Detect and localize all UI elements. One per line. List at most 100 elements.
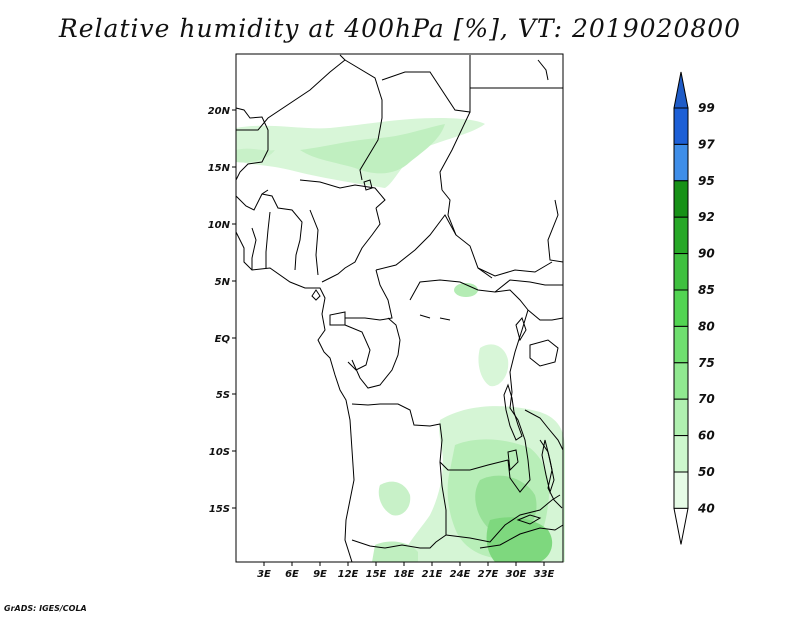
colorbar-label: 99 <box>698 101 715 115</box>
border-south-sudan <box>494 279 563 293</box>
humidity-area-east-lakes <box>478 344 509 387</box>
humidity-area-central <box>454 283 478 297</box>
lake-victoria <box>529 339 559 367</box>
credit-label: GrADS: IGES/COLA <box>4 604 87 613</box>
colorbar-label: 75 <box>698 356 715 370</box>
colorbar-label: 92 <box>698 210 715 224</box>
colorbar-label: 90 <box>698 247 715 261</box>
colorbar-cap-bottom <box>673 507 689 545</box>
chart-title: Relative humidity at 400hPa [%], VT: 201… <box>58 14 742 43</box>
colorbar-segment <box>673 143 689 182</box>
colorbar-segment <box>673 398 689 437</box>
colorbar-label: 70 <box>698 392 715 406</box>
border-libya-chad <box>439 111 471 191</box>
colorbar-segment <box>673 325 689 364</box>
colorbar: 99 97 95 92 90 85 80 75 70 60 50 40 <box>673 71 715 545</box>
colorbar-segment <box>673 435 689 473</box>
boundaries <box>235 54 564 563</box>
y-tick-label: 15N <box>208 163 231 174</box>
colorbar-label: 60 <box>698 429 715 443</box>
lake-albert <box>515 317 527 342</box>
y-tick-label: 5N <box>215 277 231 288</box>
y-axis: 20N 15N 10N 5N EQ 5S 10S 15S <box>208 106 231 515</box>
x-tick-label: 12E <box>338 569 359 580</box>
x-tick-label: 9E <box>313 569 327 580</box>
border-mauritania <box>236 54 346 131</box>
x-tick-label: 24E <box>450 569 471 580</box>
border-chad-sudan <box>441 189 493 279</box>
border-niger-nigeria <box>299 179 386 209</box>
nile-segment <box>537 59 549 81</box>
x-tick-label: 18E <box>394 569 415 580</box>
border-car-drc <box>409 279 529 311</box>
x-tick-label: 6E <box>285 569 299 580</box>
lake-tanganyika <box>503 383 523 441</box>
border-niger-algeria <box>381 55 471 113</box>
colorbar-label: 97 <box>698 137 715 151</box>
border-zambia-south <box>445 494 561 543</box>
coast-island-2 <box>419 314 431 319</box>
border-burkina-ghana <box>261 193 303 271</box>
border-zambia-zimbabwe <box>479 524 564 549</box>
x-tick-label: 27E <box>478 569 499 580</box>
lake-kariba <box>516 514 542 525</box>
border-sudan-east <box>547 199 564 263</box>
y-tick-label: 10S <box>209 447 230 458</box>
x-tick-label: 21E <box>422 569 443 580</box>
humidity-area-zambia <box>486 517 553 562</box>
border-nigeria-cameroon <box>321 207 381 283</box>
border-ghana-togo <box>265 211 271 268</box>
border-benin <box>309 209 319 276</box>
colorbar-cap-top <box>673 71 689 109</box>
x-tick-label: 30E <box>506 569 527 580</box>
lake-mweru <box>507 449 519 472</box>
colorbar-segment <box>673 289 689 327</box>
border-tanzania <box>524 409 564 451</box>
colorbar-segment <box>673 216 689 255</box>
map-frame <box>235 53 564 563</box>
x-ticks <box>263 562 545 566</box>
x-tick-label: 33E <box>534 569 555 580</box>
border-chad-car <box>375 214 457 271</box>
colorbar-label: 40 <box>697 501 715 515</box>
border-drc-east <box>507 309 531 493</box>
coastline-gulf <box>235 231 355 563</box>
colorbar-segment <box>673 253 689 291</box>
border-uganda-kenya <box>527 309 564 321</box>
y-tick-label: 15S <box>209 504 230 515</box>
x-axis: 3E 6E 9E 12E 15E 18E 21E 24E 27E 30E 33E <box>257 569 554 580</box>
colorbar-label: 50 <box>698 465 715 479</box>
lake-malawi <box>541 439 555 494</box>
coastline-west <box>235 107 269 181</box>
colorbar-label: 95 <box>698 174 715 188</box>
x-tick-label: 15E <box>366 569 387 580</box>
colorbar-segment <box>673 180 689 218</box>
coast-island-1 <box>311 289 321 301</box>
humidity-area-angola <box>378 481 411 516</box>
border-guinea <box>235 189 269 211</box>
border-congo <box>329 311 346 326</box>
y-ticks <box>232 109 236 509</box>
border-angola-zambia <box>351 461 447 549</box>
border-zambia-drc <box>469 459 509 471</box>
border-cameroon-car <box>345 269 393 321</box>
colorbar-label: 85 <box>698 283 715 297</box>
border-drc-angola <box>351 403 470 471</box>
x-tick-label: 3E <box>257 569 271 580</box>
border-ivory-coast <box>251 227 257 270</box>
colorbar-segment <box>673 362 689 400</box>
colorbar-label: 80 <box>698 319 715 333</box>
humidity-area-sahel-west <box>236 148 275 163</box>
border-congo-drc <box>351 317 401 389</box>
y-tick-label: 20N <box>208 106 231 117</box>
humidity-area-southwest <box>372 541 418 562</box>
lake-chad <box>363 179 373 191</box>
border-mali-algeria <box>344 59 383 181</box>
colorbar-segment <box>673 107 689 145</box>
y-tick-label: 5S <box>216 390 230 401</box>
border-malawi <box>539 439 563 509</box>
border-sudan-ssudan <box>477 261 553 277</box>
y-tick-label: 10N <box>208 220 231 231</box>
border-gabon <box>344 324 371 371</box>
